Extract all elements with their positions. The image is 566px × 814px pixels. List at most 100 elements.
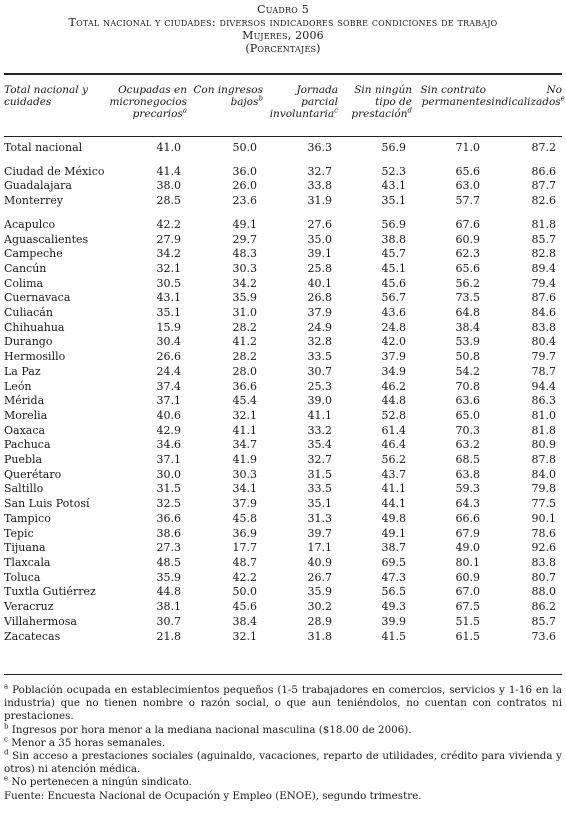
- table-row: Durango 30.4 41.2 32.8 42.0 53.9 80.4: [4, 335, 562, 350]
- table-cell: 47.3: [381, 570, 407, 584]
- table-cell: 60.9: [455, 570, 481, 584]
- table-cell: 43.1: [156, 291, 182, 305]
- table-cell: 65.6: [455, 164, 481, 178]
- row-label: León: [4, 379, 32, 393]
- table-cell: 64.8: [455, 306, 481, 320]
- footnote-text: Ingresos por hora menor a la mediana nac…: [8, 723, 412, 736]
- table-cell: 42.0: [381, 335, 407, 349]
- table-cell: 28.2: [232, 320, 258, 334]
- column-header-sin-contrato: Sin contrato permanente: [420, 84, 486, 108]
- row-label: Durango: [4, 335, 53, 349]
- table-cell: 17.1: [307, 541, 333, 555]
- table-cell: 39.7: [307, 526, 333, 540]
- column-header-micronegocios: Ocupadas en micronegocios precariosa: [109, 84, 187, 120]
- table-title: Total nacional y ciudades: diversos indi…: [68, 16, 498, 29]
- table-row: Culiacán 35.1 31.0 37.9 43.6 64.8 84.6: [4, 306, 562, 321]
- table-cell: 31.5: [156, 482, 182, 496]
- table-cell: 42.9: [156, 423, 182, 437]
- table-cell: 90.1: [531, 511, 557, 525]
- footnotes: a Población ocupada en establecimientos …: [4, 683, 562, 803]
- table-cell: 51.5: [455, 614, 481, 628]
- table-cell: 67.5: [455, 600, 481, 614]
- table-cell: 38.0: [156, 179, 182, 193]
- table-cell: 21.8: [156, 629, 182, 643]
- table-cell: 54.2: [455, 364, 481, 378]
- table-cell: 40.1: [307, 276, 333, 290]
- table-cell: 37.9: [381, 350, 407, 364]
- table-cell: 34.6: [156, 438, 182, 452]
- row-label: Cuernavaca: [4, 291, 71, 305]
- table-cell: 82.8: [531, 247, 557, 261]
- table-cell: 65.6: [455, 261, 481, 275]
- table-cell: 80.1: [455, 555, 481, 569]
- table-cell: 79.7: [531, 350, 557, 364]
- row-label: Acapulco: [4, 217, 56, 231]
- table-cell: 33.8: [307, 179, 333, 193]
- footnote-text: Población ocupada en establecimientos pe…: [4, 684, 562, 723]
- table-cell: 49.8: [381, 511, 407, 525]
- table-cell: 63.0: [455, 179, 481, 193]
- row-label: Villahermosa: [4, 614, 77, 628]
- table-cell: 35.4: [307, 438, 333, 452]
- table-cell: 73.6: [531, 629, 557, 643]
- table-cell: 41.5: [381, 629, 407, 643]
- table-cell: 65.0: [455, 408, 481, 422]
- table-row: Campeche 34.2 48.3 39.1 45.7 62.3 82.8: [4, 247, 562, 262]
- table-cell: 56.7: [381, 291, 407, 305]
- row-label: Tlaxcala: [4, 555, 51, 569]
- row-label: Puebla: [4, 453, 43, 467]
- table-cell: 35.9: [307, 585, 333, 599]
- table-row: Colima 30.5 34.2 40.1 45.6 56.2 79.4: [4, 277, 562, 292]
- row-label: San Luis Potosí: [4, 497, 90, 511]
- table-cell: 87.8: [531, 453, 557, 467]
- table-cell: 81.8: [531, 217, 557, 231]
- table-cell: 46.2: [381, 379, 407, 393]
- table-cell: 50.0: [232, 585, 258, 599]
- table-cell: 36.0: [232, 164, 258, 178]
- row-label: Zacatecas: [4, 629, 61, 643]
- table-cell: 45.6: [232, 600, 258, 614]
- table-cell: 36.3: [307, 141, 333, 154]
- footnote-marker: e: [4, 775, 9, 783]
- table-cell: 69.5: [381, 555, 407, 569]
- table-cell: 31.0: [232, 306, 258, 320]
- table-cell: 32.1: [156, 261, 182, 275]
- table-row: Chihuahua 15.9 28.2 24.9 24.8 38.4 83.8: [4, 321, 562, 336]
- table-cell: 67.0: [455, 585, 481, 599]
- table-cell: 31.8: [307, 629, 333, 643]
- table-cell: 30.5: [156, 276, 182, 290]
- table-cell: 43.7: [381, 467, 407, 481]
- table-cell: 38.1: [156, 600, 182, 614]
- table-cell: 63.6: [455, 394, 481, 408]
- table-cell: 41.9: [232, 453, 258, 467]
- table-cell: 79.4: [531, 276, 557, 290]
- table-row: Zacatecas 21.8 32.1 31.8 41.5 61.5 73.6: [4, 630, 562, 645]
- table-cell: 36.9: [232, 526, 258, 540]
- table-cell: 49.3: [381, 600, 407, 614]
- table-cell: 86.6: [531, 164, 557, 178]
- table-cell: 33.5: [307, 482, 333, 496]
- table-cell: 45.1: [381, 261, 407, 275]
- table-cell: 26.8: [307, 291, 333, 305]
- table-cell: 15.9: [156, 320, 182, 334]
- table-row: Guadalajara 38.0 26.0 33.8 43.1 63.0 87.7: [4, 179, 562, 194]
- table-cell: 30.0: [156, 467, 182, 481]
- table-row: Aguascalientes 27.9 29.7 35.0 38.8 60.9 85.7: [4, 233, 562, 248]
- table-cell: 38.6: [156, 526, 182, 540]
- top-rule: [4, 73, 562, 75]
- table-subtitle: Mujeres, 2006: [242, 29, 324, 42]
- footnote: d Sin acceso a prestaciones sociales (ag…: [4, 749, 562, 776]
- column-header-jornada-parcial: Jornada parcial involuntariac: [269, 84, 338, 120]
- table-cell: 34.7: [232, 438, 258, 452]
- table-cell: 80.9: [531, 438, 557, 452]
- table-cell: 61.4: [381, 423, 407, 437]
- table-row: Acapulco 42.2 49.1 27.6 56.9 67.6 81.8: [4, 209, 562, 233]
- table-cell: 37.1: [156, 394, 182, 408]
- table-cell: 36.6: [232, 379, 258, 393]
- table-cell: 82.6: [531, 194, 557, 208]
- table-cell: 41.4: [156, 164, 182, 178]
- table-cell: 45.7: [381, 247, 407, 261]
- row-label: Culiacán: [4, 306, 53, 320]
- table-cell: 38.4: [232, 614, 258, 628]
- table-units: (Porcentajes): [245, 42, 321, 55]
